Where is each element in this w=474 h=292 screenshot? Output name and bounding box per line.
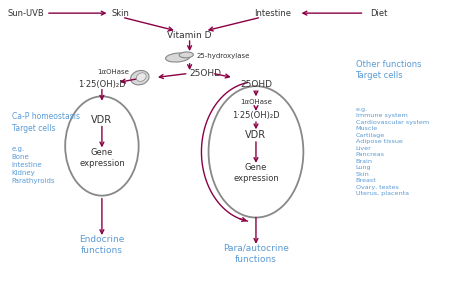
Text: Gene
expression: Gene expression — [233, 163, 279, 183]
Text: Ca-P homeostasis
Target cells: Ca-P homeostasis Target cells — [12, 112, 80, 133]
Text: Diet: Diet — [371, 9, 388, 18]
Ellipse shape — [131, 70, 149, 85]
Ellipse shape — [165, 53, 190, 62]
Text: Sun-UVB: Sun-UVB — [8, 9, 45, 18]
Text: VDR: VDR — [91, 115, 112, 125]
Text: 25OHD: 25OHD — [190, 69, 222, 78]
Ellipse shape — [179, 52, 193, 58]
Ellipse shape — [137, 73, 146, 81]
Text: e.g.
Bone
Intestine
Kidney
Parathyroids: e.g. Bone Intestine Kidney Parathyroids — [12, 146, 55, 184]
Text: Para/autocrine
functions: Para/autocrine functions — [223, 244, 289, 263]
Text: 1·25(OH)₂D: 1·25(OH)₂D — [232, 112, 280, 120]
Text: Other functions
Target cells: Other functions Target cells — [356, 60, 421, 80]
Text: 25OHD: 25OHD — [240, 80, 272, 89]
Text: Endocrine
functions: Endocrine functions — [79, 235, 125, 255]
Text: e.g.
Immune system
Cardiovascular system
Muscle
Cartilage
Adipose tissue
Liver
P: e.g. Immune system Cardiovascular system… — [356, 107, 428, 196]
Text: 1αOHase: 1αOHase — [240, 99, 272, 105]
Text: Intestine: Intestine — [254, 9, 291, 18]
Text: 1·25(OH)₂D: 1·25(OH)₂D — [78, 80, 126, 88]
Text: Vitamin D: Vitamin D — [167, 31, 212, 39]
Text: Gene
expression: Gene expression — [79, 148, 125, 168]
Text: 25-hydroxylase: 25-hydroxylase — [197, 53, 250, 59]
Text: VDR: VDR — [246, 130, 266, 140]
Text: Skin: Skin — [112, 9, 130, 18]
Text: 1αOHase: 1αOHase — [97, 69, 129, 74]
